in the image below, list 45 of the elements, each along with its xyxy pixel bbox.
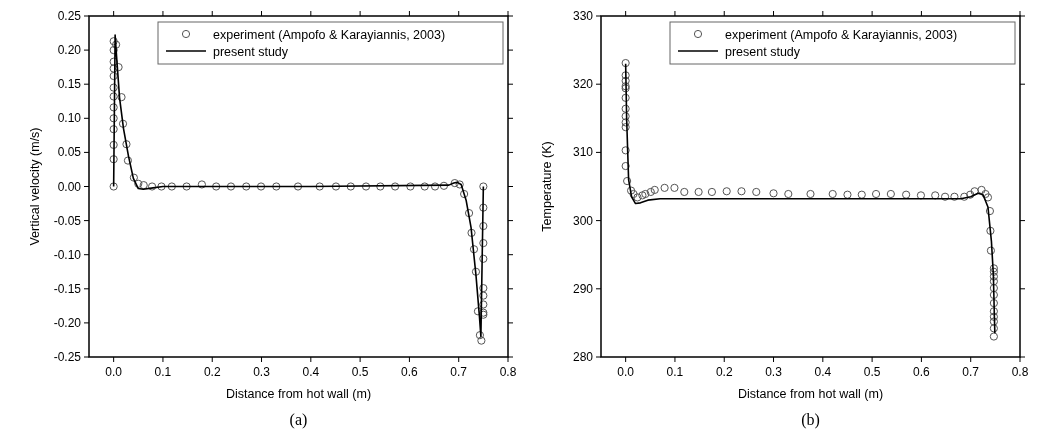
x-tick-label: 0.2 (715, 365, 733, 379)
y-tick-label: 0.25 (57, 9, 82, 23)
y-tick-label: 0.10 (57, 111, 82, 126)
x-tick-label: 0.0 (617, 365, 635, 379)
x-tick-label: 0.2 (203, 365, 221, 379)
x-tick-label: 0.6 (401, 365, 419, 379)
x-tick-label: 0.4 (302, 365, 320, 379)
x-tick-label: 0.3 (765, 365, 783, 379)
x-tick-label: 0.1 (666, 365, 684, 379)
y-tick-label: 0.20 (57, 43, 82, 58)
x-tick-label: 0.0 (105, 365, 123, 379)
y-tick-label: 330 (572, 9, 594, 23)
y-axis-title: Vertical velocity (m/s) (28, 127, 42, 246)
y-tick-label: -0.05 (53, 213, 82, 228)
text: (a) (289, 411, 308, 429)
y-tick-label: 0.00 (57, 179, 82, 194)
legend-label: experiment (Ampofo & Karayiannis, 2003) (725, 27, 958, 42)
y-tick-label: -0.25 (53, 350, 82, 364)
legend-label: present study (213, 44, 289, 59)
text: (b) (801, 411, 820, 429)
legend-label: experiment (Ampofo & Karayiannis, 2003) (213, 27, 446, 42)
x-tick-label: 0.1 (154, 365, 172, 379)
x-axis-title: Distance from hot wall (m) (737, 387, 884, 401)
y-tick-label: -0.15 (53, 281, 82, 296)
y-axis-title: Temperature (K) (540, 141, 554, 232)
x-tick-label: 0.3 (253, 365, 271, 379)
y-tick-label: -0.20 (53, 315, 82, 330)
y-tick-label: 310 (572, 145, 594, 160)
y-tick-label: -0.10 (53, 247, 82, 262)
x-tick-label: 0.6 (913, 365, 931, 379)
y-tick-label: 290 (572, 281, 594, 296)
y-tick-label: 300 (572, 213, 594, 228)
x-tick-label: 0.5 (351, 365, 369, 379)
x-tick-label: 0.4 (814, 365, 832, 379)
y-tick-label: 0.15 (57, 77, 82, 92)
x-tick-label: 0.7 (962, 365, 980, 379)
y-tick-label: 320 (572, 77, 594, 92)
x-tick-label: 0.8 (499, 365, 517, 379)
y-tick-label: 0.05 (57, 145, 82, 160)
x-tick-label: 0.5 (863, 365, 881, 379)
x-tick-label: 0.8 (1011, 365, 1029, 379)
y-tick-label: 280 (572, 350, 594, 364)
x-tick-label: 0.7 (450, 365, 468, 379)
legend-label: present study (725, 44, 801, 59)
x-axis-title: Distance from hot wall (m) (225, 387, 372, 401)
